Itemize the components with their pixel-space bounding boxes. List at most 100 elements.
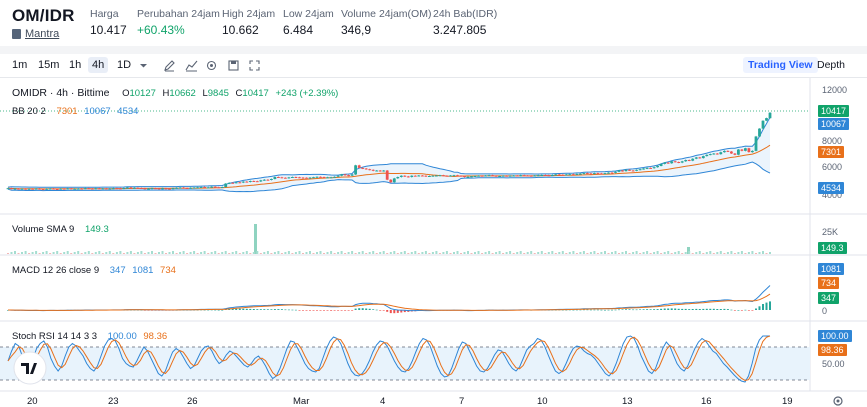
tf-1h[interactable]: 1h	[69, 59, 82, 71]
volume-bar	[323, 253, 325, 254]
candle-body	[111, 188, 115, 190]
volume-bar	[10, 252, 13, 254]
settings-icon[interactable]	[832, 395, 844, 407]
macd-hist-bar	[403, 310, 406, 313]
volume-bar	[101, 253, 104, 254]
volume-bar	[702, 253, 705, 254]
volume-bar	[719, 251, 722, 254]
volume-bar	[751, 251, 754, 254]
stat-label: Perubahan 24jam	[137, 8, 220, 20]
candle-body	[315, 176, 319, 178]
ohlc-o-label: O	[122, 88, 130, 99]
candle-body	[498, 176, 501, 177]
ohlc-low: 9845	[207, 88, 229, 99]
macd-hist-bar	[372, 309, 375, 310]
macd-hist-bar	[758, 306, 761, 310]
candle-body	[424, 175, 428, 177]
candle-body	[501, 175, 505, 177]
volume-bar	[625, 251, 627, 254]
macd-hist-bar	[719, 309, 722, 310]
candle-body	[94, 188, 98, 190]
candle-body	[421, 175, 424, 177]
candle-body	[593, 173, 596, 175]
chart-canvas[interactable]	[0, 78, 867, 407]
pencil-icon[interactable]	[163, 59, 176, 72]
candle-body	[691, 158, 695, 161]
volume-bar	[91, 253, 94, 254]
x-tick: 13	[622, 396, 633, 407]
candle-body	[340, 174, 343, 176]
volume-bar	[45, 251, 48, 254]
candle-body	[143, 188, 147, 190]
volume-bar	[7, 253, 9, 254]
candle-body	[459, 175, 463, 177]
line-chart-icon[interactable]	[185, 59, 198, 72]
volume-bar	[347, 252, 350, 254]
chart-area[interactable]: OMIDR · 4h · Bittime O10127 H10662 L9845…	[0, 78, 867, 407]
fullscreen-icon[interactable]	[248, 59, 261, 72]
volume-bar	[393, 251, 396, 254]
candle-body	[80, 188, 84, 190]
volume-bar	[755, 253, 757, 254]
candle-body	[133, 187, 136, 189]
tf-15m[interactable]: 15m	[38, 59, 60, 71]
tf-1d[interactable]: 1D	[117, 59, 132, 71]
volume-bar	[716, 252, 719, 254]
tf-4h[interactable]: 4h	[88, 57, 109, 73]
candle-body	[737, 149, 740, 155]
macd-signal-line	[8, 293, 771, 311]
volume-bar	[228, 253, 231, 254]
market-header: OM/IDR Mantra Harga 10.417 Perubahan 24j…	[0, 0, 867, 46]
macd-hist-bar	[140, 309, 143, 311]
volume-bar	[52, 252, 55, 254]
volume-bar	[460, 253, 462, 254]
volume-bar	[758, 252, 761, 254]
candle-body	[17, 188, 20, 190]
trading-view-button[interactable]: Trading View	[743, 57, 818, 73]
volume-bar	[77, 251, 80, 254]
macd-hist-bar	[572, 309, 575, 311]
candle-body	[259, 180, 263, 182]
candle-body	[284, 177, 287, 179]
candle-body	[238, 182, 242, 184]
candle-body	[301, 177, 305, 179]
indicators-icon[interactable]	[205, 59, 218, 72]
volume-bar	[505, 252, 508, 254]
volume-bar	[726, 252, 729, 254]
macd-hist-bar	[628, 309, 631, 310]
tf-1m[interactable]: 1m	[12, 59, 28, 71]
ohlc-c-label: C	[235, 88, 243, 99]
candle-body	[308, 177, 312, 179]
volume-bar	[266, 251, 269, 254]
volume-bar	[136, 252, 139, 254]
save-icon[interactable]	[227, 59, 240, 72]
depth-button[interactable]: Depth	[817, 59, 846, 71]
tradingview-logo[interactable]	[13, 351, 47, 385]
chart-toolbar: 1m 15m 1h 4h 1D Trading View Depth	[0, 54, 867, 78]
volume-bar	[744, 253, 747, 254]
volume-bar	[414, 251, 417, 254]
macd-hist-bar	[277, 309, 280, 310]
volume-bar	[698, 251, 701, 254]
volume-bar	[337, 252, 340, 254]
volume-bar	[312, 253, 315, 254]
asset-link[interactable]: Mantra	[12, 28, 75, 40]
volume-bar	[523, 253, 526, 254]
volume-bar	[488, 251, 491, 254]
volume-bar	[38, 253, 41, 254]
candle-body	[684, 160, 688, 162]
macd-hist-bar	[298, 310, 301, 311]
candle-body	[48, 188, 52, 190]
x-tick: 4	[380, 396, 386, 407]
candle-body	[768, 112, 772, 119]
stat-value: 6.484	[283, 23, 314, 37]
chevron-down-icon[interactable]	[137, 59, 150, 72]
candle-body	[336, 175, 340, 177]
volume-bar	[762, 251, 764, 254]
volume-bar	[263, 252, 266, 254]
volume-bar	[723, 253, 726, 254]
volume-bar	[463, 252, 466, 254]
macd-hist-bar	[614, 309, 617, 311]
volume-bar	[203, 251, 206, 254]
volume-bar	[733, 253, 736, 254]
